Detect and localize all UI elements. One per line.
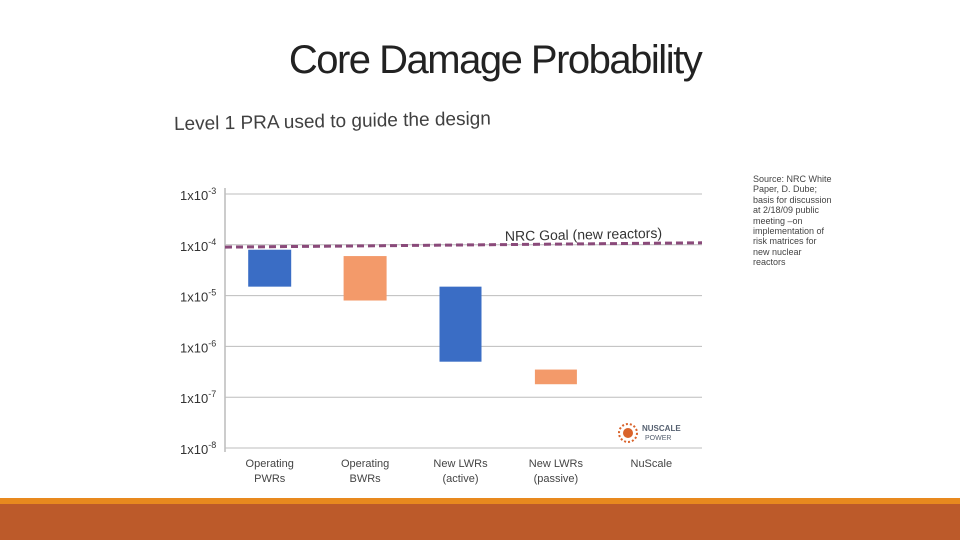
range-bar — [343, 256, 387, 301]
logo-core-icon — [623, 428, 633, 438]
logo-text-line1: NUSCALE — [642, 424, 681, 433]
logo-dots-icon — [618, 423, 638, 443]
category-label: New LWRs — [433, 458, 488, 470]
nrc-goal-label: NRC Goal (new reactors) — [505, 225, 662, 244]
y-tick-label: 1x10-5 — [180, 288, 216, 305]
source-note: Source: NRC White Paper, D. Dube; basis … — [753, 174, 832, 268]
category-label-line2: (active) — [442, 473, 478, 485]
range-bar — [248, 249, 292, 287]
category-label: NuScale — [631, 458, 673, 470]
y-tick-label: 1x10-4 — [180, 237, 216, 254]
category-labels: Operating PWRs Operating BWRs New LWRs (activ… — [246, 458, 673, 485]
category-label-line2: BWRs — [350, 473, 382, 485]
logo-text-line2: POWER — [645, 435, 671, 442]
y-tick-labels: 1x10-3 1x10-4 1x10-5 1x10-6 1x10-7 1x10-8 — [180, 186, 216, 457]
slide-title: Core Damage Probability — [288, 38, 703, 82]
range-bar — [439, 286, 482, 362]
y-tick-label: 1x10-6 — [180, 338, 216, 355]
footer-band — [0, 504, 960, 540]
nrc-goal-line — [224, 241, 703, 249]
range-bars — [248, 249, 577, 385]
category-label: Operating — [246, 458, 294, 470]
range-bar — [534, 369, 577, 385]
nuscale-logo: NUSCALE POWER — [618, 423, 681, 443]
goal-line-group: NRC Goal (new reactors) — [224, 225, 703, 249]
footer-accent-line — [0, 498, 960, 504]
y-tick-label: 1x10-3 — [180, 186, 216, 203]
y-tick-label: 1x10-7 — [180, 389, 216, 406]
category-label: New LWRs — [529, 458, 584, 470]
category-label: Operating — [341, 458, 389, 470]
category-label-line2: (passive) — [534, 473, 579, 485]
y-tick-label: 1x10-8 — [180, 440, 216, 457]
category-label-line2: PWRs — [254, 473, 286, 485]
